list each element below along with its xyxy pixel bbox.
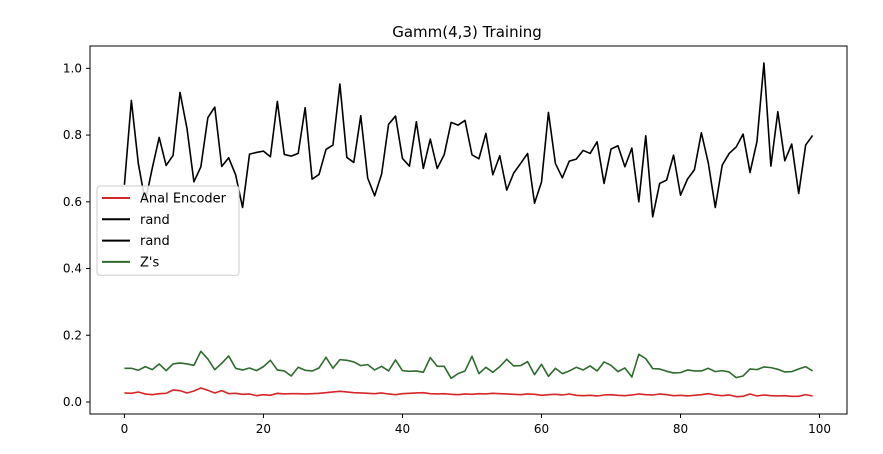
x-tick-label: 60 — [534, 422, 549, 436]
plot-area — [89, 45, 848, 415]
x-tick-label: 20 — [256, 422, 271, 436]
y-tick-label: 0.4 — [63, 262, 82, 276]
x-tick-label: 0 — [121, 422, 129, 436]
y-tick-label: 0.6 — [63, 195, 82, 209]
y-tick-label: 0.0 — [63, 395, 82, 409]
chart-title: Gamm(4,3) Training — [392, 23, 542, 41]
legend-label: rand — [140, 234, 170, 249]
y-tick-label: 0.8 — [63, 128, 82, 142]
legend-label: rand — [140, 213, 170, 228]
legend-label: Z's — [140, 255, 159, 270]
series-line-0 — [124, 387, 813, 398]
legend: Anal Encoder rand rand Z's — [96, 185, 240, 276]
legend-box — [96, 185, 240, 276]
legend-label: Anal Encoder — [140, 192, 227, 207]
series-line-3 — [124, 350, 814, 380]
x-tick-label: 100 — [808, 422, 831, 436]
y-axis: 0.0 0.2 0.4 0.6 0.8 1.0 — [63, 61, 90, 409]
x-tick-label: 80 — [673, 422, 688, 436]
x-tick-label: 40 — [395, 422, 410, 436]
y-tick-label: 1.0 — [63, 61, 82, 75]
y-tick-label: 0.2 — [63, 328, 82, 342]
x-axis: 0 20 40 60 80 100 — [121, 414, 831, 436]
